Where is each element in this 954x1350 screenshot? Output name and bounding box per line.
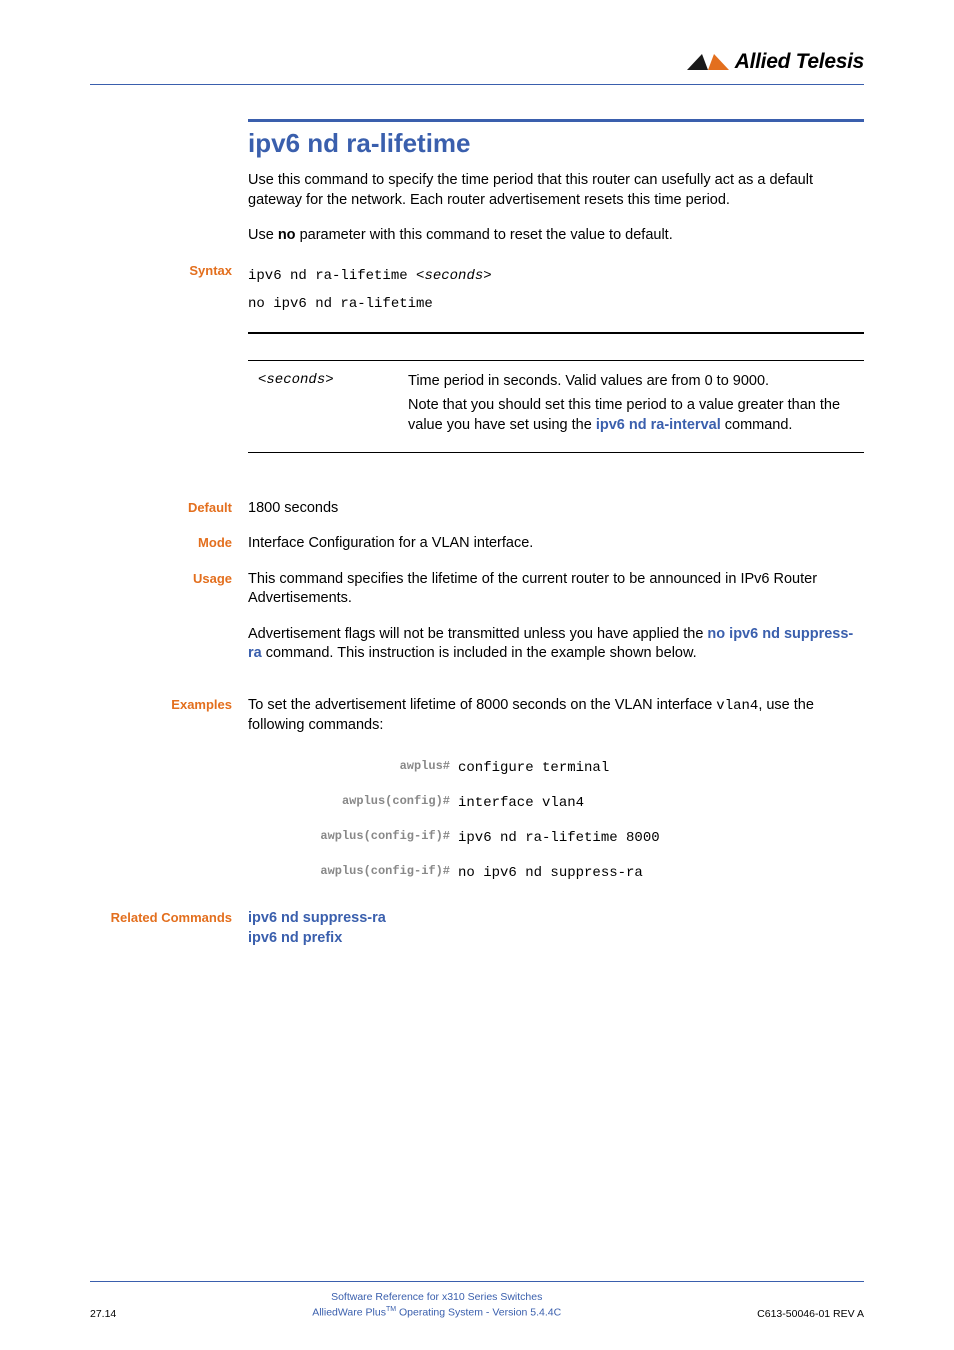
cli-row: awplus# configure terminal [248, 751, 864, 786]
table-row: <seconds> Time period in seconds. Valid … [248, 361, 864, 452]
cli-row: awplus(config-if)# no ipv6 nd suppress-r… [248, 856, 864, 891]
brand-logo: Allied Telesis [687, 50, 864, 74]
cli-row: awplus(config-if)# ipv6 nd ra-lifetime 8… [248, 821, 864, 856]
syntax-label: Syntax [90, 262, 248, 483]
syntax-line-1: ipv6 nd ra-lifetime <seconds> [248, 262, 864, 290]
doc-revision: C613-50046-01 REV A [757, 1308, 864, 1320]
cli-command: no ipv6 nd suppress-ra [458, 856, 643, 891]
examples-section: Examples To set the advertisement lifeti… [248, 696, 864, 891]
syntax-section: Syntax ipv6 nd ra-lifetime <seconds> no … [248, 262, 864, 483]
cli-prompt: awplus(config)# [248, 786, 458, 821]
brand-name: Allied Telesis [735, 50, 864, 74]
examples-intro: To set the advertisement lifetime of 800… [248, 696, 864, 735]
related-commands-label: Related Commands [90, 909, 248, 948]
title-rule [248, 119, 864, 122]
intro-paragraph-2: Use no parameter with this command to re… [248, 226, 864, 246]
mode-value: Interface Configuration for a VLAN inter… [248, 534, 864, 554]
usage-section: Usage This command specifies the lifetim… [248, 570, 864, 680]
cross-ref-link[interactable]: ipv6 nd ra-interval [596, 417, 721, 433]
cli-row: awplus(config)# interface vlan4 [248, 786, 864, 821]
cli-command: configure terminal [458, 751, 609, 786]
page-header: Allied Telesis [90, 50, 864, 85]
parameter-table: <seconds> Time period in seconds. Valid … [248, 332, 864, 453]
param-description: Time period in seconds. Valid values are… [408, 371, 854, 440]
allied-telesis-icon [687, 52, 729, 72]
param-name: <seconds> [258, 371, 378, 440]
default-value: 1800 seconds [248, 499, 864, 519]
page-footer: 27.14 Software Reference for x310 Series… [90, 1281, 864, 1320]
cli-prompt: awplus# [248, 751, 458, 786]
cli-command: interface vlan4 [458, 786, 584, 821]
syntax-line-2: no ipv6 nd ra-lifetime [248, 290, 864, 318]
related-link[interactable]: ipv6 nd suppress-ra [248, 909, 864, 929]
cli-prompt: awplus(config-if)# [248, 821, 458, 856]
usage-p2: Advertisement flags will not be transmit… [248, 625, 864, 664]
cli-command: ipv6 nd ra-lifetime 8000 [458, 821, 660, 856]
page-title: ipv6 nd ra-lifetime [248, 128, 864, 159]
cli-example: awplus# configure terminal awplus(config… [248, 751, 864, 891]
mode-section: Mode Interface Configuration for a VLAN … [248, 534, 864, 554]
usage-label: Usage [90, 570, 248, 680]
related-link[interactable]: ipv6 nd prefix [248, 929, 864, 949]
usage-p1: This command specifies the lifetime of t… [248, 570, 864, 609]
default-label: Default [90, 499, 248, 519]
footer-center: Software Reference for x310 Series Switc… [312, 1290, 561, 1320]
page-number: 27.14 [90, 1308, 116, 1320]
cli-prompt: awplus(config-if)# [248, 856, 458, 891]
examples-label: Examples [90, 696, 248, 891]
related-commands-section: Related Commands ipv6 nd suppress-ra ipv… [248, 909, 864, 948]
default-section: Default 1800 seconds [248, 499, 864, 519]
mode-label: Mode [90, 534, 248, 554]
intro-paragraph: Use this command to specify the time per… [248, 171, 864, 210]
